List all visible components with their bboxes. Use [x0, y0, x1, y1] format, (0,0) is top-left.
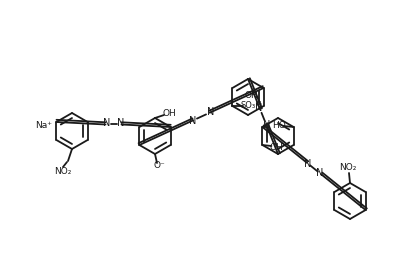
Text: OH: OH [162, 109, 176, 119]
Text: OH: OH [244, 92, 258, 100]
Text: N: N [117, 119, 124, 129]
Text: N: N [255, 103, 263, 113]
Text: N: N [263, 120, 271, 130]
Text: OH: OH [270, 143, 283, 151]
Text: Na⁺: Na⁺ [36, 121, 52, 129]
Text: N: N [103, 119, 110, 129]
Text: HO: HO [272, 121, 286, 129]
Text: O⁻: O⁻ [153, 162, 165, 170]
Text: N: N [207, 107, 214, 117]
Text: NO₂: NO₂ [339, 162, 357, 172]
Text: NO₂: NO₂ [54, 167, 72, 175]
Text: N: N [304, 159, 312, 169]
Text: N: N [316, 168, 324, 178]
Text: SO₃H: SO₃H [241, 102, 262, 110]
Text: N: N [189, 116, 196, 126]
